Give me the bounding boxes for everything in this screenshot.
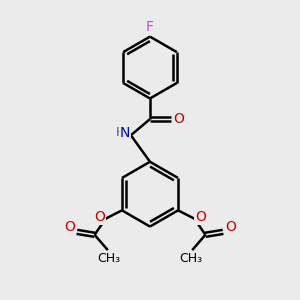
Text: CH₃: CH₃ (98, 252, 121, 265)
Text: CH₃: CH₃ (179, 252, 202, 265)
Text: F: F (146, 20, 154, 34)
Text: H: H (116, 126, 126, 140)
Text: N: N (120, 126, 130, 140)
Text: O: O (94, 210, 105, 224)
Text: O: O (225, 220, 236, 234)
Text: O: O (64, 220, 75, 234)
Text: O: O (173, 112, 184, 126)
Text: O: O (195, 210, 206, 224)
